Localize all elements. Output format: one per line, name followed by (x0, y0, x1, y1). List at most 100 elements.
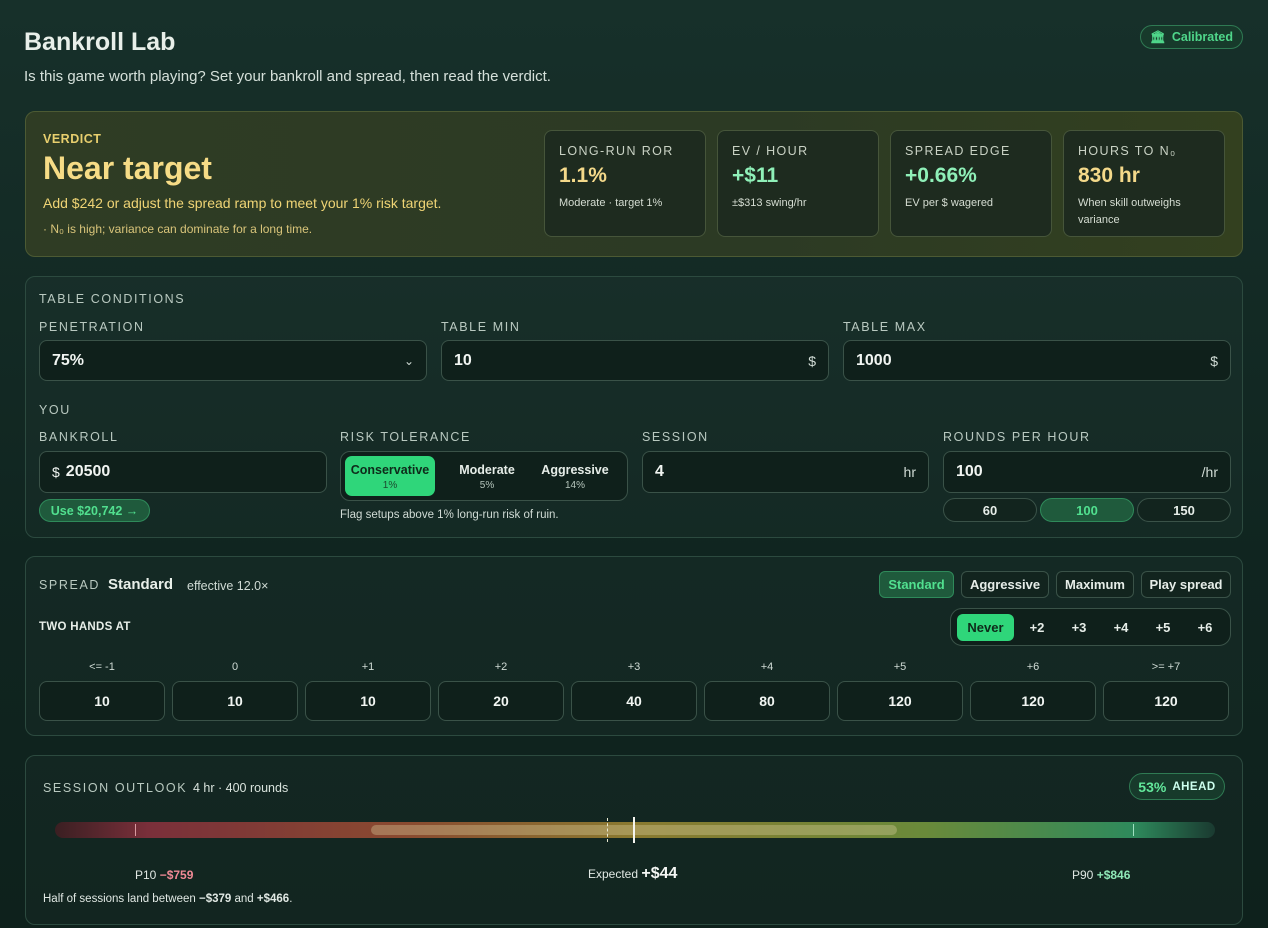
bet-input[interactable]: 10 (172, 681, 298, 721)
summary-high: +$466 (256, 893, 290, 905)
rounds-preset[interactable]: 150 (1137, 498, 1231, 522)
verdict-label: VERDICT (43, 132, 102, 146)
stat-card: SPREAD EDGE +0.66% EV per $ wagered (890, 130, 1052, 237)
expected: Expected +$44 (588, 865, 677, 883)
two-hands-option[interactable]: +3 (1071, 620, 1087, 635)
bet-input[interactable]: 120 (970, 681, 1096, 721)
session-input[interactable]: 4 hr (642, 451, 929, 493)
field-label: TABLE MAX (843, 320, 927, 334)
spread-preset[interactable]: Standard (879, 571, 954, 598)
bet-input[interactable]: 120 (1103, 681, 1229, 721)
spread-effective: effective 12.0× (187, 579, 269, 593)
count-label: +5 (893, 661, 907, 673)
two-hands-options: Never +2 +3 +4 +5 +6 (950, 608, 1231, 646)
app-subtitle: Is this game worth playing? Set your ban… (24, 68, 551, 85)
two-hands-option[interactable]: +6 (1197, 620, 1213, 635)
use-suggested-button[interactable]: Use $20,742 → (39, 499, 150, 522)
expected-label: Expected (588, 867, 639, 881)
stat-label: LONG-RUN ROR (559, 144, 674, 158)
ahead-badge: 53% AHEAD (1129, 773, 1225, 800)
outlook-summary: Half of sessions land between −$379 and … (43, 893, 292, 905)
ahead-pct: 53% (1138, 778, 1167, 795)
rounds-input[interactable]: 100/hr (943, 451, 1231, 493)
summary-text: . (289, 893, 293, 905)
count-label: 0 (231, 661, 239, 673)
expected-marker (633, 817, 635, 843)
input-value: 4 (655, 463, 664, 480)
verdict-headline: Near target (43, 150, 212, 186)
count-label: <= -1 (89, 661, 115, 673)
option-name: Conservative (350, 463, 430, 477)
two-hands-option[interactable]: +5 (1155, 620, 1171, 635)
bet-input[interactable]: 20 (438, 681, 564, 721)
option-name: Aggressive (541, 463, 609, 477)
section-title: TABLE CONDITIONS (39, 292, 186, 306)
count-label: +4 (760, 661, 774, 673)
verdict-panel: VERDICT Near target Add $242 or adjust t… (25, 111, 1243, 257)
text-input[interactable]: 10 $ (441, 340, 829, 381)
option-pct: 1% (382, 480, 398, 491)
risk-option[interactable]: Conservative 1% (345, 456, 435, 496)
stat-value: 1.1% (559, 164, 607, 187)
field-label: TABLE MIN (441, 320, 521, 334)
stat-value: 830 hr (1078, 164, 1140, 187)
currency-prefix: $ (52, 464, 60, 480)
spread-preset[interactable]: Maximum (1056, 571, 1134, 598)
two-hands-option[interactable]: Never (957, 614, 1014, 641)
option-name: Moderate (459, 463, 515, 477)
two-hands-option[interactable]: +4 (1113, 620, 1129, 635)
bet-input[interactable]: 120 (837, 681, 963, 721)
spread-preset[interactable]: Play spread (1141, 571, 1231, 598)
count-label: +1 (361, 661, 375, 673)
p10-marker (135, 824, 136, 836)
input-value: 20500 (65, 463, 111, 480)
text-input[interactable]: 75% ⌄ (39, 340, 427, 381)
stat-sub: Moderate · target 1% (559, 197, 663, 209)
outlook-detail: 4 hr · 400 rounds (193, 781, 289, 795)
bet-input[interactable]: 80 (704, 681, 830, 721)
count-label: +6 (1026, 661, 1040, 673)
stat-sub: ±$313 swing/hr (732, 197, 807, 209)
input-value: 75% (52, 351, 85, 369)
expected-value: +$44 (641, 865, 678, 882)
outlook-panel: SESSION OUTLOOK 4 hr · 400 rounds 53% AHE… (25, 755, 1243, 925)
option-pct: 14% (564, 480, 585, 491)
p90: P90 +$846 (1072, 868, 1130, 882)
risk-note: Flag setups above 1% long-run risk of ru… (340, 509, 559, 521)
stat-sub: EV per $ wagered (905, 197, 994, 209)
stat-label: SPREAD EDGE (905, 144, 1011, 158)
bet-input[interactable]: 10 (39, 681, 165, 721)
risk-option[interactable]: Moderate 5% (442, 456, 532, 496)
spread-name: Standard (108, 576, 174, 593)
input-unit: $ (808, 352, 816, 369)
text-input[interactable]: 1000 $ (843, 340, 1231, 381)
rounds-preset[interactable]: 60 (943, 498, 1037, 522)
verdict-note: · N₀ is high; variance can dominate for … (43, 222, 313, 236)
section-title: YOU (39, 403, 71, 417)
input-value: 10 (454, 351, 472, 369)
p90-marker (1133, 824, 1134, 836)
rounds-preset[interactable]: 100 (1040, 498, 1134, 522)
summary-low: −$379 (199, 893, 232, 905)
bet-input[interactable]: 10 (305, 681, 431, 721)
field-label: BANKROLL (39, 430, 119, 444)
input-value: 100 (956, 463, 983, 480)
risk-option[interactable]: Aggressive 14% (530, 456, 620, 496)
stat-value: +$11 (732, 164, 779, 187)
calibrated-badge: 🏛 Calibrated (1140, 25, 1243, 49)
p10: P10 −$759 (135, 868, 193, 882)
badge-text: Calibrated (1171, 30, 1233, 44)
p10-value: −$759 (159, 868, 194, 882)
app-title: Bankroll Lab (24, 28, 176, 56)
verdict-message: Add $242 or adjust the spread ramp to me… (43, 195, 442, 211)
input-unit: hr (903, 464, 916, 480)
spread-preset[interactable]: Aggressive (961, 571, 1049, 598)
ahead-label: AHEAD (1172, 780, 1216, 793)
bet-input[interactable]: 40 (571, 681, 697, 721)
dropdown-chevron: ⌄ (403, 353, 414, 368)
bankroll-input[interactable]: $20500 (39, 451, 327, 493)
two-hands-option[interactable]: +2 (1029, 620, 1045, 635)
badge-icon: 🏛 (1149, 29, 1166, 44)
stat-label: EV / HOUR (732, 144, 809, 158)
two-hands-label: TWO HANDS AT (39, 621, 131, 633)
